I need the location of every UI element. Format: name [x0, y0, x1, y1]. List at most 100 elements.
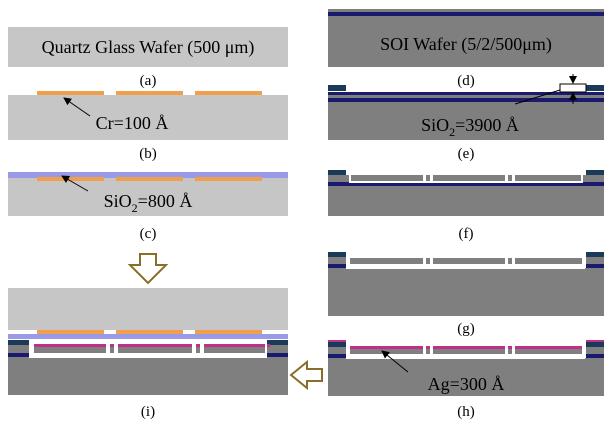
silicon-handle	[328, 186, 604, 216]
left-arrow-icon	[289, 359, 323, 391]
sio2-pad-right	[586, 85, 604, 91]
suspended-membrane	[350, 348, 582, 354]
sio2-pad-left	[328, 170, 346, 175]
silicon-device-edge	[266, 340, 288, 345]
air-gap-outline	[346, 345, 585, 359]
silicon-device-layer	[328, 9, 604, 12]
silicon-device-edge	[586, 257, 604, 264]
panel-c: SiO2=800 Å (c)	[8, 172, 288, 242]
sio2-pad-right	[586, 342, 604, 347]
silver-film	[350, 346, 582, 349]
buried-oxide-layer	[328, 12, 604, 16]
quartz-wafer	[8, 27, 288, 67]
caption-f: (f)	[459, 226, 474, 242]
panel-d: SOI Wafer (5/2/500μm) (d)	[328, 9, 604, 89]
silicon-handle	[328, 358, 604, 396]
cr-pad	[116, 91, 183, 95]
cr-pad	[195, 177, 262, 181]
panel-f: (f)	[328, 170, 604, 242]
quartz-substrate	[8, 176, 288, 216]
cr-pad	[37, 91, 104, 95]
release-slot	[512, 346, 515, 355]
caption-b: (b)	[139, 146, 157, 162]
buried-oxide-edge	[266, 353, 288, 357]
release-slot	[512, 257, 515, 265]
sio2-pointer-line	[514, 89, 561, 105]
ag-pointer-arrow	[381, 350, 409, 373]
sio2-film	[8, 334, 288, 339]
silicon-device-edge	[8, 345, 30, 353]
sio2-pointer-arrow	[61, 175, 89, 192]
release-slot	[505, 257, 508, 265]
cr-pointer-arrow	[63, 97, 91, 117]
air-gap-outline	[29, 340, 267, 358]
panel-i: (i)	[8, 288, 288, 420]
sio2-pad-right	[586, 170, 604, 175]
trench-outline	[349, 172, 583, 183]
buried-oxide-edge	[328, 264, 346, 268]
release-slot	[200, 343, 204, 354]
panel-g: (g)	[328, 252, 604, 337]
silicon-device-edge	[266, 345, 288, 353]
ag-thickness-label: Ag=300 Å	[428, 374, 505, 394]
silicon-handle	[8, 357, 288, 395]
silicon-device-layer	[328, 175, 604, 182]
quartz-wafer-label: Quartz Glass Wafer (500 μm)	[42, 37, 255, 58]
cr-pad	[116, 177, 183, 181]
thickness-bracket	[559, 83, 587, 93]
silicon-handle	[328, 16, 604, 67]
caption-e: (e)	[458, 146, 475, 162]
release-slot	[423, 346, 426, 355]
release-slot	[114, 343, 118, 354]
cr-pad	[116, 330, 183, 334]
quartz-substrate	[8, 95, 288, 140]
release-slot	[192, 343, 196, 354]
buried-oxide-edge	[328, 354, 346, 358]
release-slot	[430, 174, 433, 182]
sio2-thickness-label: SiO2=800 Å	[104, 191, 193, 215]
panel-e: SiO2=3900 Å (e)	[328, 74, 604, 162]
release-slot	[430, 257, 433, 265]
panel-b: Cr=100 Å (b)	[8, 91, 288, 162]
caption-g: (g)	[457, 321, 475, 337]
quartz-wafer	[8, 288, 288, 330]
silicon-device-edge	[328, 257, 346, 264]
sio2-film	[8, 172, 288, 178]
suspended-membrane	[34, 346, 270, 353]
release-slot	[430, 346, 433, 355]
caption-h: (h)	[457, 404, 475, 420]
cr-pad	[195, 91, 262, 95]
release-slot	[512, 174, 515, 182]
buried-oxide-layer	[328, 98, 604, 102]
soi-wafer-label: SOI Wafer (5/2/500μm)	[380, 34, 552, 55]
caption-d: (d)	[457, 73, 475, 89]
sio2-pad-left	[328, 85, 346, 91]
sio2-pad-right	[586, 252, 604, 257]
silver-edge	[586, 340, 604, 342]
panel-h: Ag=300 Å (h)	[328, 340, 604, 420]
buried-oxide-edge	[586, 264, 604, 268]
silver-film	[34, 344, 270, 347]
buried-oxide-edge	[8, 353, 30, 357]
caption-a: (a)	[140, 73, 157, 89]
air-gap-outline	[346, 256, 585, 269]
silicon-handle	[328, 268, 604, 316]
sio2-thickness-label: SiO2=3900 Å	[421, 115, 519, 139]
cr-pad	[195, 330, 262, 334]
buried-oxide-edge	[586, 354, 604, 358]
caption-i: (i)	[141, 404, 155, 420]
release-slot	[423, 257, 426, 265]
release-slot	[505, 174, 508, 182]
suspended-membrane	[350, 258, 582, 264]
panel-a: Quartz Glass Wafer (500 μm) (a)	[8, 27, 288, 89]
down-arrow-icon	[127, 253, 169, 285]
release-slot	[106, 343, 110, 354]
caption-c: (c)	[140, 226, 157, 242]
silicon-device-edge	[328, 347, 346, 354]
cr-pad	[37, 330, 104, 334]
sio2-pad-left	[328, 252, 346, 257]
cr-thickness-label: Cr=100 Å	[96, 113, 169, 133]
sio2-pad-left	[328, 342, 346, 347]
buried-oxide-layer	[328, 182, 604, 186]
